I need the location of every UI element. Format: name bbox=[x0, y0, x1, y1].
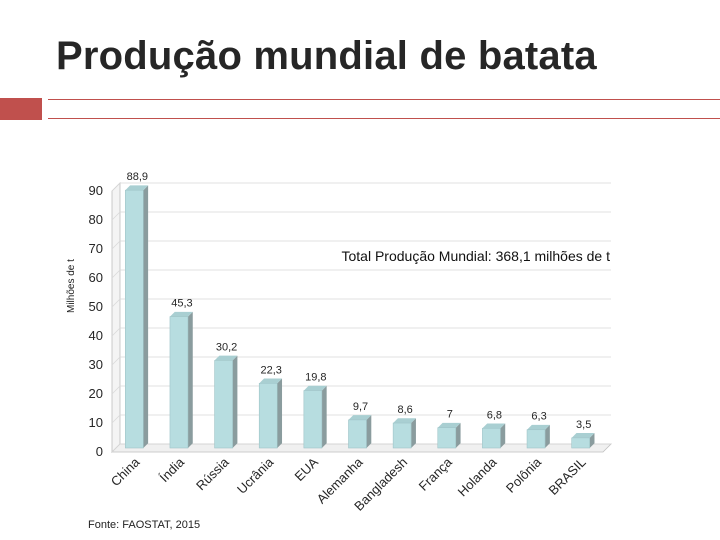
bar-top bbox=[303, 385, 327, 391]
bar-value-label: 19,8 bbox=[305, 372, 326, 384]
bar-top bbox=[571, 433, 595, 438]
bar-value-label: 3,5 bbox=[576, 419, 591, 431]
y-tick-label: 50 bbox=[89, 299, 103, 314]
bar-top bbox=[527, 424, 550, 430]
bar-top bbox=[169, 311, 193, 317]
x-tick-label: BRASIL bbox=[545, 455, 588, 498]
x-tick-label: Índia bbox=[157, 454, 188, 485]
x-tick-label: França bbox=[416, 454, 456, 494]
bar-side bbox=[187, 311, 193, 448]
bar-value-label: 30,2 bbox=[216, 341, 237, 353]
bar bbox=[482, 427, 501, 449]
y-tick-label: 70 bbox=[89, 241, 103, 256]
bar-side bbox=[366, 415, 372, 448]
bar-side bbox=[545, 424, 550, 448]
bar-side bbox=[143, 185, 149, 448]
slide-title: Produção mundial de batata bbox=[56, 34, 597, 78]
bar-value-label: 6,3 bbox=[531, 411, 546, 423]
axis-layer: 0 10 20 30 40 50 60 70 80 90 bbox=[89, 183, 103, 459]
gridline-diagonal bbox=[111, 356, 121, 366]
bar bbox=[437, 427, 457, 449]
bar-top bbox=[437, 422, 461, 428]
bar bbox=[348, 419, 367, 449]
bar-layer bbox=[125, 185, 595, 449]
bar bbox=[392, 422, 412, 449]
bar-value-label: 88,9 bbox=[127, 171, 148, 183]
y-axis-label: Milhões de t bbox=[66, 259, 77, 313]
bar-top bbox=[348, 415, 372, 420]
bar bbox=[526, 429, 546, 449]
y-tick-label: 0 bbox=[96, 444, 103, 459]
bar-top bbox=[214, 355, 238, 361]
x-tick-label: Holanda bbox=[455, 454, 500, 499]
bar-value-label: 7 bbox=[447, 409, 453, 421]
y-tick-label: 80 bbox=[89, 212, 103, 227]
gridline-diagonal bbox=[111, 269, 121, 279]
y-tick-label: 90 bbox=[89, 183, 103, 198]
bar bbox=[258, 383, 278, 449]
y-tick-label: 30 bbox=[89, 357, 103, 372]
bar-side bbox=[277, 378, 283, 448]
bar-top bbox=[125, 185, 149, 191]
y-tick-label: 10 bbox=[89, 415, 103, 430]
gridline-diagonal bbox=[111, 182, 121, 192]
y-tick-label: 20 bbox=[89, 386, 103, 401]
x-tick-label: Ucrânia bbox=[234, 454, 277, 497]
bar-value-label: 6,8 bbox=[487, 409, 502, 421]
bar-top bbox=[482, 423, 506, 429]
gridline-diagonal bbox=[111, 298, 121, 308]
bar-side bbox=[455, 422, 461, 448]
bar bbox=[571, 437, 590, 449]
bar-side bbox=[411, 418, 416, 448]
gridline-diagonal bbox=[111, 211, 121, 221]
bar bbox=[303, 390, 323, 449]
bar-side bbox=[232, 355, 238, 448]
x-tick-label: EUA bbox=[291, 454, 321, 484]
bar-value-label: 45,3 bbox=[171, 298, 192, 310]
bar-value-label: 9,7 bbox=[353, 401, 368, 413]
accent-square bbox=[0, 98, 42, 120]
gridline-diagonal bbox=[111, 414, 121, 424]
x-tick-label: Rússia bbox=[193, 454, 232, 493]
bar-side bbox=[321, 385, 327, 448]
source-note: Fonte: FAOSTAT, 2015 bbox=[88, 519, 201, 531]
x-tick-label: Polônia bbox=[503, 454, 545, 496]
chart-side-wall bbox=[111, 182, 121, 453]
bar-value-label: 8,6 bbox=[397, 404, 412, 416]
accent-line bbox=[48, 99, 720, 119]
bar bbox=[214, 360, 233, 449]
gridline-diagonal bbox=[111, 327, 121, 337]
bar bbox=[125, 189, 144, 449]
bar-top bbox=[259, 378, 283, 384]
bar-value-label: 22,3 bbox=[261, 364, 282, 376]
bar-side bbox=[589, 433, 595, 448]
y-tick-label: 60 bbox=[89, 270, 103, 285]
bar-top bbox=[393, 418, 416, 424]
gridline-diagonal bbox=[111, 385, 121, 395]
y-tick-label: 40 bbox=[89, 328, 103, 343]
x-tick-label: China bbox=[108, 454, 143, 489]
gridline-diagonal bbox=[111, 240, 121, 250]
total-annotation: Total Produção Mundial: 368,1 milhões de… bbox=[342, 248, 611, 264]
bar-side bbox=[500, 423, 506, 448]
gridline-diagonal bbox=[111, 443, 121, 453]
bar bbox=[169, 316, 189, 449]
